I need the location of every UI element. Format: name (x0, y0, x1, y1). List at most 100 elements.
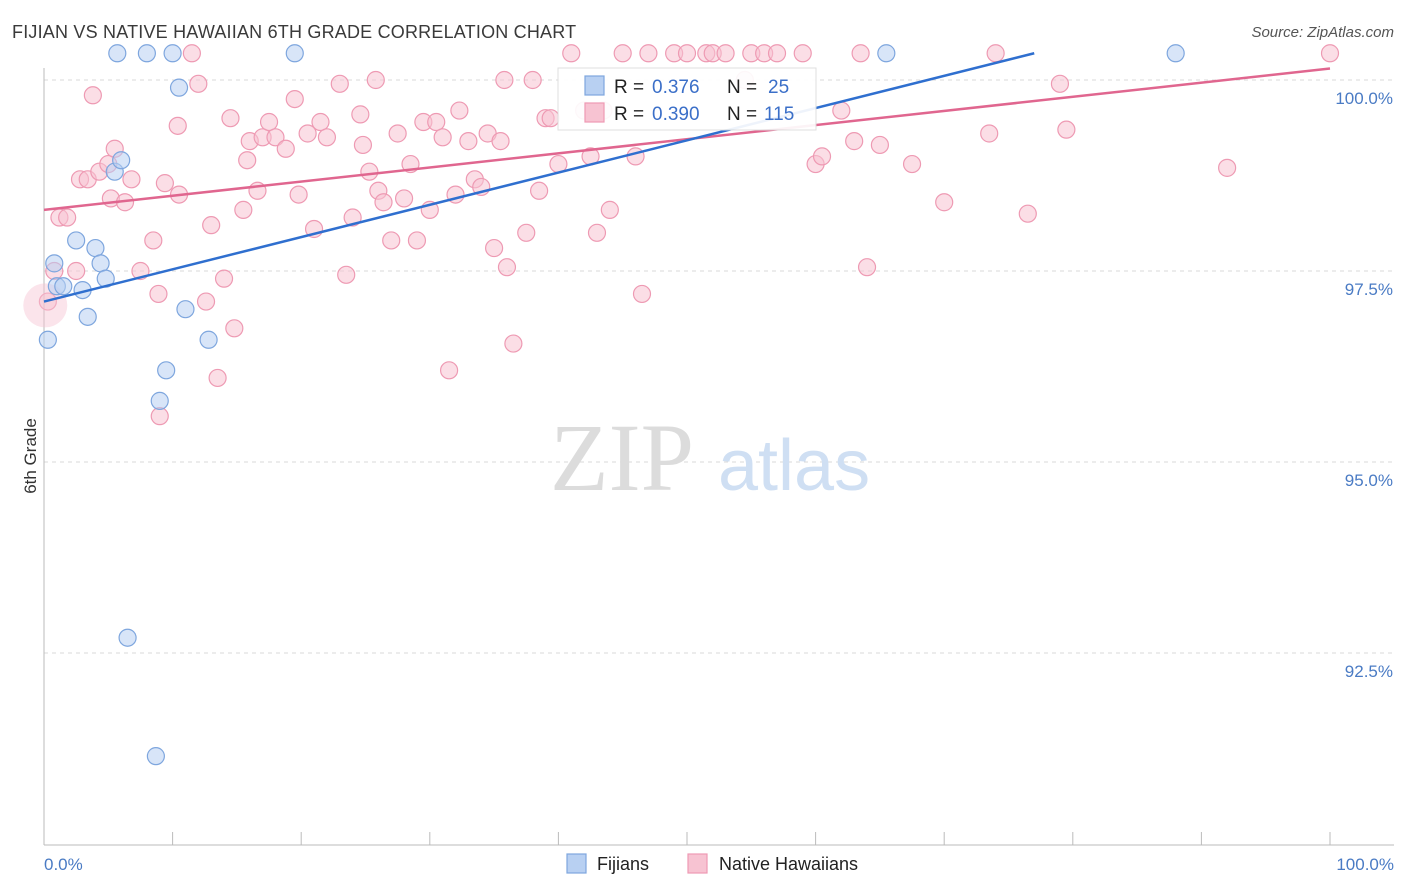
data-point-native-hawaiians (407, 231, 427, 250)
legend-hawaiians-n-label: N = (727, 104, 757, 125)
data-point-native-hawaiians (168, 116, 187, 135)
x-axis-ticks (43, 832, 1331, 845)
legend-swatch-fijians (584, 75, 605, 96)
data-point-native-hawaiians (285, 89, 304, 109)
data-point-native-hawaiians (150, 407, 169, 426)
data-point-native-hawaiians (980, 124, 999, 143)
data-point-native-hawaiians (902, 154, 922, 174)
data-point-native-hawaiians (298, 124, 317, 143)
legend-fijians-r-value: 0.376 (652, 77, 700, 98)
data-point-native-hawaiians (1018, 204, 1037, 223)
data-point-native-hawaiians (517, 223, 536, 242)
data-point-native-hawaiians (812, 147, 832, 166)
legend-fijians-n-label: N = (727, 77, 757, 98)
chart-source: Source: ZipAtlas.com (1251, 24, 1394, 41)
data-point-native-hawaiians (485, 238, 504, 258)
data-point-native-hawaiians (1320, 44, 1340, 63)
data-point-fijians (150, 391, 169, 410)
data-point-fijians (86, 238, 105, 258)
data-point-native-hawaiians (450, 101, 469, 120)
data-point-native-hawaiians (225, 319, 244, 338)
data-point-native-hawaiians (122, 170, 141, 189)
bottom-legend: Fijians Native Hawaiians (566, 853, 858, 874)
data-point-native-hawaiians (221, 109, 240, 128)
data-point-fijians (78, 307, 97, 326)
data-point-native-hawaiians (238, 151, 257, 170)
x-tick-label-max: 100.0% (1336, 855, 1394, 874)
data-point-native-hawaiians (504, 334, 523, 353)
data-point-native-hawaiians (613, 44, 632, 63)
data-point-fijians (163, 44, 182, 63)
data-point-native-hawaiians (289, 185, 308, 204)
bottom-legend-fijians: Fijians (597, 854, 649, 874)
data-point-native-hawaiians (935, 193, 954, 212)
data-point-native-hawaiians (266, 128, 285, 147)
y-tick-labels: 92.5% 95.0% 97.5% 100.0% (1335, 89, 1393, 681)
data-point-native-hawaiians (857, 258, 877, 277)
data-point-native-hawaiians (351, 105, 370, 124)
data-point-native-hawaiians (530, 181, 549, 200)
data-point-native-hawaiians (870, 135, 890, 155)
data-point-native-hawaiians (360, 162, 379, 181)
y-tick-label: 100.0% (1335, 89, 1393, 108)
data-point-native-hawaiians (337, 265, 356, 284)
data-point-native-hawaiians (214, 269, 234, 288)
data-point-native-hawaiians (311, 112, 330, 132)
data-point-fijians (176, 300, 195, 319)
data-point-native-hawaiians (208, 368, 227, 388)
data-point-native-hawaiians (495, 70, 514, 90)
data-point-native-hawaiians (832, 101, 851, 120)
data-point-fijians (137, 44, 156, 63)
data-point-fijians (54, 277, 73, 296)
legend-hawaiians-r-value: 0.390 (652, 104, 700, 125)
legend-hawaiians-n-value: 115 (764, 104, 794, 125)
data-point-native-hawaiians (382, 231, 401, 250)
data-point-native-hawaiians (677, 44, 697, 63)
data-point-native-hawaiians (182, 44, 201, 63)
data-point-native-hawaiians (149, 284, 168, 304)
data-point-native-hawaiians (541, 109, 560, 128)
data-point-native-hawaiians (491, 132, 510, 151)
data-point-native-hawaiians (259, 112, 279, 132)
data-point-native-hawaiians (343, 208, 362, 227)
data-point-native-hawaiians (639, 44, 658, 63)
data-point-fijians (169, 78, 189, 97)
data-point-native-hawaiians (83, 86, 102, 105)
data-point-native-hawaiians (716, 44, 735, 63)
data-point-native-hawaiians (234, 200, 253, 219)
data-point-native-hawaiians (67, 261, 86, 281)
data-point-native-hawaiians (459, 132, 478, 151)
data-point-native-hawaiians (317, 128, 337, 147)
x-tick-label-min: 0.0% (44, 855, 83, 874)
data-point-fijians (157, 361, 176, 380)
watermark-atlas: atlas (718, 426, 870, 506)
data-point-fijians (146, 747, 165, 766)
data-point-native-hawaiians (1057, 120, 1076, 139)
data-point-native-hawaiians (497, 258, 517, 277)
legend-fijians-n-value: 25 (768, 77, 789, 98)
data-point-native-hawaiians (144, 231, 163, 250)
data-point-native-hawaiians (330, 74, 349, 93)
data-point-native-hawaiians (388, 124, 407, 143)
y-axis-label: 6th Grade (21, 418, 40, 494)
data-point-native-hawaiians (1050, 74, 1070, 93)
data-point-native-hawaiians (155, 174, 174, 193)
data-point-fijians (91, 254, 110, 273)
data-point-native-hawaiians (632, 284, 652, 304)
data-point-native-hawaiians (276, 139, 295, 158)
data-point-native-hawaiians (439, 361, 459, 380)
data-point-native-hawaiians (793, 44, 812, 63)
data-point-native-hawaiians (523, 70, 542, 90)
data-point-native-hawaiians (374, 193, 393, 212)
bottom-legend-swatch-native-hawaiians (687, 853, 708, 874)
legend-swatch-native-hawaiians (584, 102, 605, 123)
y-tick-label: 95.0% (1345, 471, 1393, 490)
data-point-fijians (67, 231, 86, 250)
data-point-native-hawaiians (196, 292, 216, 311)
legend-fijians-r-label: R = (614, 77, 644, 98)
watermark-zip: ZIP (550, 404, 694, 511)
series-fijians (38, 44, 1185, 766)
data-point-fijians (118, 628, 137, 647)
data-point-native-hawaiians (600, 200, 619, 219)
y-tick-label: 97.5% (1345, 280, 1393, 299)
